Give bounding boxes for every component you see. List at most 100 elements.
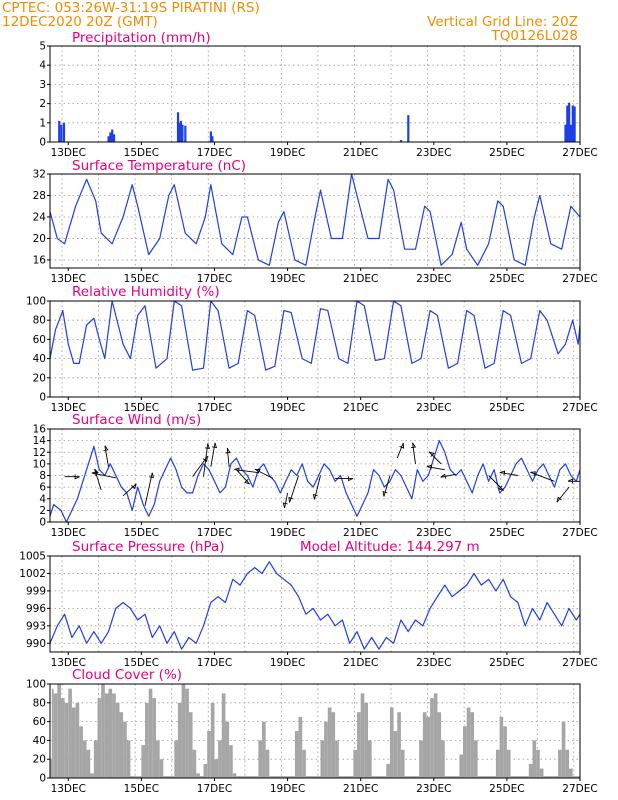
cloud-area-bar [126,740,131,778]
precip-bar [573,106,576,142]
cloud-area-bar [291,776,295,778]
pressure-xtick-label: 19DEC [270,657,305,669]
temp-ytick-label: 16 [33,254,47,266]
cloud-area-bar [455,776,460,778]
temp-xtick-label: 23DEC [416,273,451,285]
rh-ytick-label: 80 [33,315,46,327]
cloud-area-bar [283,776,288,778]
cloud-area-bar [53,693,58,778]
cloud-area-bar [305,776,310,778]
temp-series-line [49,173,581,266]
cloud-area-bar [386,763,390,778]
pressure-xtick-label: 21DEC [343,657,378,669]
cloud-xtick-label: 13DEC [51,783,86,795]
cloud-area-bar [294,731,299,778]
pressure-xtick-label: 27DEC [562,657,597,669]
precip-xtick-label: 13DEC [51,147,86,159]
wind-arrow-shaft [104,445,109,467]
cloud-area-bar [430,698,434,778]
rh-xtick-label: 23DEC [416,402,451,414]
pressure-ytick-label: 990 [26,638,46,650]
wind-ytick-label: 14 [33,435,47,447]
header-grid-line: Vertical Grid Line: 20Z [427,14,578,30]
cloud-area-bar [258,740,262,778]
wind-arrow-head [499,470,506,476]
precip-bar [60,124,63,142]
header-station: CPTEC: 053:26W-31:19S PIRATINI (RS) [2,0,260,16]
pressure-annotation: Model Altitude: 144.297 m [300,539,480,555]
cloud-area-bar [262,721,266,778]
cloud-area-bar [313,776,317,778]
wind-arrow-head [426,464,433,470]
precip-xtick-label: 25DEC [489,147,524,159]
temp-xtick-label: 13DEC [51,273,86,285]
cloud-area-bar [484,776,489,778]
cloud-area-bar [536,749,540,778]
wind-arrow-shaft [488,475,504,491]
wind-xtick-label: 21DEC [343,527,378,539]
cloud-ytick-label: 80 [33,697,46,709]
cloud-area-bar [514,776,518,778]
cloud-xtick-label: 15DEC [124,783,159,795]
cloud-area-bar [71,707,76,778]
cloud-area-bar [214,759,219,778]
wind-ytick-label: 0 [39,517,46,529]
precip-ytick-label: 0 [39,137,46,149]
cloud-area-bar [415,776,420,778]
wind-arrow-head [91,471,98,477]
cloud-area-bar [382,776,387,778]
cloud-area-bar [115,702,120,778]
wind-ytick-label: 12 [33,447,46,459]
cloud-area-bar [119,712,124,778]
precip-ytick-label: 3 [39,79,46,91]
cloud-area-bar [185,688,189,778]
cloud-area-bar [404,776,409,778]
cloud-area-bar [104,693,109,778]
wind-xtick-label: 27DEC [562,527,597,539]
precip-frame [49,45,581,143]
cloud-area-bar [188,712,193,778]
cloud-area-bar [422,712,427,778]
cloud-area-bar [576,776,580,778]
precip-bar [184,125,187,142]
temp-xtick-label: 27DEC [562,273,597,285]
cloud-area-bar [145,702,149,778]
cloud-area-bar [123,721,127,778]
cloud-area-bar [174,740,178,778]
cloud-area-bar [265,749,270,778]
cloud-xtick-label: 17DEC [197,783,232,795]
cloud-area-bar [247,776,252,778]
wind-arrow-shaft [499,472,518,476]
cloud-ytick-label: 60 [33,716,46,728]
rh-xtick-label: 17DEC [197,402,232,414]
wind-ytick-label: 4 [39,493,46,505]
wind-arrow-head [212,442,218,449]
cloud-area-bar [364,702,368,778]
cloud-area-bar [75,702,80,778]
precip-ytick-label: 4 [39,60,46,72]
temp-ytick-label: 20 [33,233,46,245]
cloud-area-bar [554,776,559,778]
cloud-area-bar [163,776,167,778]
cloud-area-bar [368,740,372,778]
cloud-area-bar [50,759,52,778]
cloud-frame [49,683,581,779]
cloud-area-bar [269,776,273,778]
cloud-area-bar [298,716,303,778]
cloud-area-bar [137,776,142,778]
temp-xtick-label: 25DEC [489,273,524,285]
cloud-area-bar [441,740,445,778]
temp-frame [49,173,581,269]
wind-arrow-shaft [284,492,289,509]
pressure-xtick-label: 17DEC [197,657,232,669]
cloud-area-bar [411,776,416,778]
wind-arrow-head [225,447,231,454]
cloud-area-bar [389,707,394,778]
wind-arrow-shaft [122,483,137,497]
wind-arrow-shaft [203,443,209,477]
wind-arrow-head [244,478,250,485]
pressure-xtick-label: 15DEC [124,657,159,669]
cloud-area-bar [349,776,354,778]
wind-ytick-label: 6 [39,482,46,494]
cloud-ytick-label: 20 [33,754,46,766]
